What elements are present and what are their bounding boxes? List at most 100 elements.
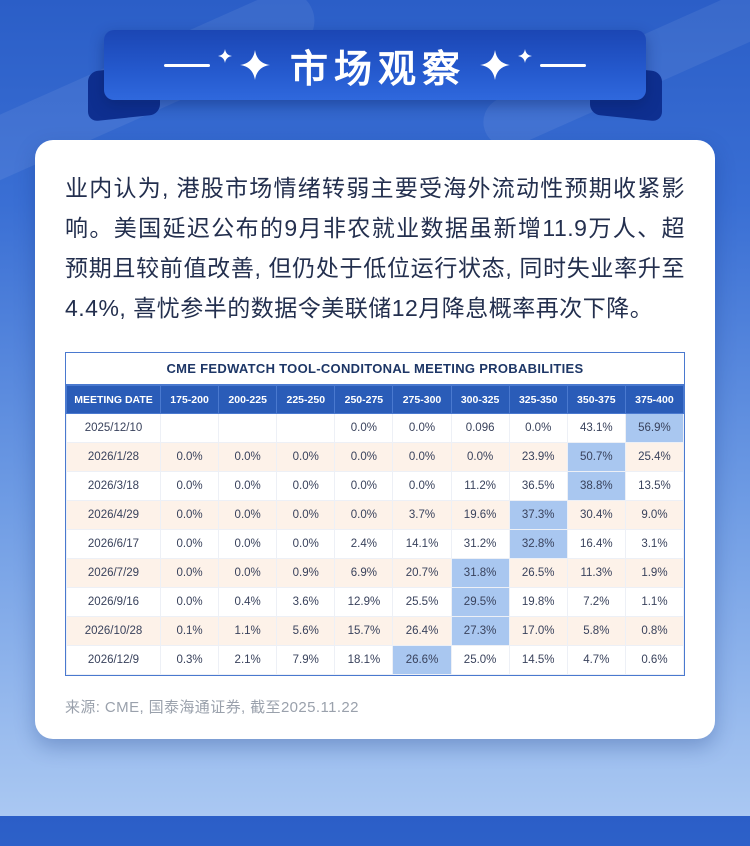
probability-cell: 0.0% xyxy=(159,500,220,531)
probability-cell: 5.6% xyxy=(276,616,336,647)
probability-cell: 0.0% xyxy=(159,471,220,502)
sparkle-icon xyxy=(239,50,270,80)
probability-cell: 0.8% xyxy=(624,616,685,647)
source-note: 来源: CME, 国泰海通证券, 截至2025.11.22 xyxy=(65,699,359,717)
probability-cell: 0.0% xyxy=(159,558,220,589)
meeting-date-cell: 2025/12/10 xyxy=(66,413,161,444)
meeting-date-cell: 2026/9/16 xyxy=(66,587,161,618)
left-sparkles xyxy=(163,49,270,80)
probability-cell: 37.3% xyxy=(508,500,568,531)
column-header: 250-275 xyxy=(334,385,394,415)
probability-cell: 18.1% xyxy=(334,645,394,676)
probability-cell: 0.0% xyxy=(276,529,336,560)
probability-cell: 43.1% xyxy=(566,413,626,444)
probability-cell: 1.1% xyxy=(624,587,685,618)
probability-cell: 2.4% xyxy=(334,529,394,560)
table-row: 2026/9/16 0.0% 0.4% 3.6% 12.9% 25.5% 29.5% 19.8… xyxy=(66,587,685,618)
probability-cell: 0.0% xyxy=(334,413,394,444)
probability-cell: 14.1% xyxy=(392,529,452,560)
header-banner: 市场观察 xyxy=(88,30,662,122)
probability-cell: 15.7% xyxy=(334,616,394,647)
decorative-line xyxy=(540,63,586,67)
column-header: 375-400 xyxy=(624,385,685,415)
probability-cell: 3.6% xyxy=(276,587,336,618)
probability-cell: 27.3% xyxy=(450,616,510,647)
table-row: 2026/12/9 0.3% 2.1% 7.9% 18.1% 26.6% 25.0% 14.5… xyxy=(66,645,685,676)
probability-cell xyxy=(276,413,336,444)
probability-cell: 50.7% xyxy=(566,442,626,473)
meeting-date-cell: 2026/1/28 xyxy=(66,442,161,473)
probability-cell: 30.4% xyxy=(566,500,626,531)
probability-cell: 0.4% xyxy=(218,587,278,618)
probability-cell: 23.9% xyxy=(508,442,568,473)
probability-cell: 0.0% xyxy=(392,413,452,444)
probability-cell: 25.4% xyxy=(624,442,685,473)
meeting-date-cell: 2026/10/28 xyxy=(66,616,161,647)
fedwatch-table: CME FEDWATCH TOOL-CONDITONAL MEETING PRO… xyxy=(65,352,685,677)
table-row: 2025/12/10 0.0% 0.0% 0.096 0.0% 43.1% 56.9% xyxy=(66,413,685,444)
probability-cell: 2.1% xyxy=(218,645,278,676)
table-title: CME FEDWATCH TOOL-CONDITONAL MEETING PRO… xyxy=(66,353,684,386)
probability-cell: 26.6% xyxy=(392,645,452,676)
probability-cell: 7.2% xyxy=(566,587,626,618)
probability-cell: 32.8% xyxy=(508,529,568,560)
probability-cell: 0.6% xyxy=(624,645,685,676)
probability-cell xyxy=(159,413,220,444)
table-row: 2026/4/29 0.0% 0.0% 0.0% 0.0% 3.7% 19.6% 37.3% 3… xyxy=(66,500,685,531)
probability-cell: 0.0% xyxy=(159,442,220,473)
probability-cell: 0.0% xyxy=(276,471,336,502)
probability-cell: 14.5% xyxy=(508,645,568,676)
table-row: 2026/1/28 0.0% 0.0% 0.0% 0.0% 0.0% 0.0% 23.9% 50… xyxy=(66,442,685,473)
probability-cell: 0.0% xyxy=(218,529,278,560)
probability-cell: 31.2% xyxy=(450,529,510,560)
decorative-line xyxy=(163,63,210,67)
column-header: 350-375 xyxy=(566,385,626,415)
probability-cell: 0.0% xyxy=(334,442,394,473)
meeting-date-cell: 2026/6/17 xyxy=(66,529,161,560)
table-row: 2026/7/29 0.0% 0.0% 0.9% 6.9% 20.7% 31.8% 26.5%… xyxy=(66,558,685,589)
probability-cell: 0.0% xyxy=(392,471,452,502)
probability-cell: 0.0% xyxy=(276,500,336,531)
probability-cell: 0.0% xyxy=(159,529,220,560)
meeting-date-cell: 2026/12/9 xyxy=(66,645,161,676)
probability-cell: 1.1% xyxy=(218,616,278,647)
column-header: 325-350 xyxy=(508,385,568,415)
poster: 市场观察 业内认为, 港股市场情绪转弱主要受海外流动性预期收紧影响。美国延迟公布… xyxy=(0,0,750,740)
probability-cell: 0.0% xyxy=(450,442,510,473)
probability-cell: 13.5% xyxy=(624,471,685,502)
commentary-paragraph: 业内认为, 港股市场情绪转弱主要受海外流动性预期收紧影响。美国延迟公布的9月非农… xyxy=(65,175,685,322)
meeting-date-cell: 2026/7/29 xyxy=(66,558,161,589)
probability-cell: 12.9% xyxy=(334,587,394,618)
probability-cell: 19.8% xyxy=(508,587,568,618)
column-header: 200-225 xyxy=(218,385,278,415)
probability-cell: 0.9% xyxy=(276,558,336,589)
probability-cell: 9.0% xyxy=(624,500,685,531)
page-title: 市场观察 xyxy=(289,48,466,91)
right-sparkles xyxy=(480,49,586,80)
probability-cell: 11.2% xyxy=(450,471,510,502)
table-row: 2026/3/18 0.0% 0.0% 0.0% 0.0% 0.0% 11.2% 36.5% 3… xyxy=(66,471,685,502)
probability-cell: 0.0% xyxy=(218,500,278,531)
probability-cell: 19.6% xyxy=(450,500,510,531)
sparkle-icon xyxy=(518,49,532,63)
column-header: 275-300 xyxy=(392,385,452,415)
probability-cell: 1.9% xyxy=(624,558,685,589)
probability-cell: 56.9% xyxy=(624,413,685,444)
probability-cell: 6.9% xyxy=(334,558,394,589)
probability-cell: 0.096 xyxy=(450,413,510,444)
probability-cell: 25.0% xyxy=(450,645,510,676)
probability-cell xyxy=(218,413,278,444)
table-row: 2026/6/17 0.0% 0.0% 0.0% 2.4% 14.1% 31.2% 32.8%… xyxy=(66,529,685,560)
probability-cell: 3.7% xyxy=(392,500,452,531)
probability-cell: 0.0% xyxy=(218,471,278,502)
sparkle-icon xyxy=(217,49,232,63)
probability-cell: 0.0% xyxy=(218,558,278,589)
probability-cell: 0.0% xyxy=(508,413,568,444)
column-header: 300-325 xyxy=(450,385,510,415)
probability-cell: 20.7% xyxy=(392,558,452,589)
probability-cell: 29.5% xyxy=(450,587,510,618)
probability-cell: 0.0% xyxy=(159,587,220,618)
meeting-date-cell: 2026/3/18 xyxy=(66,471,161,502)
probability-cell: 0.0% xyxy=(392,442,452,473)
probability-cell: 16.4% xyxy=(566,529,626,560)
